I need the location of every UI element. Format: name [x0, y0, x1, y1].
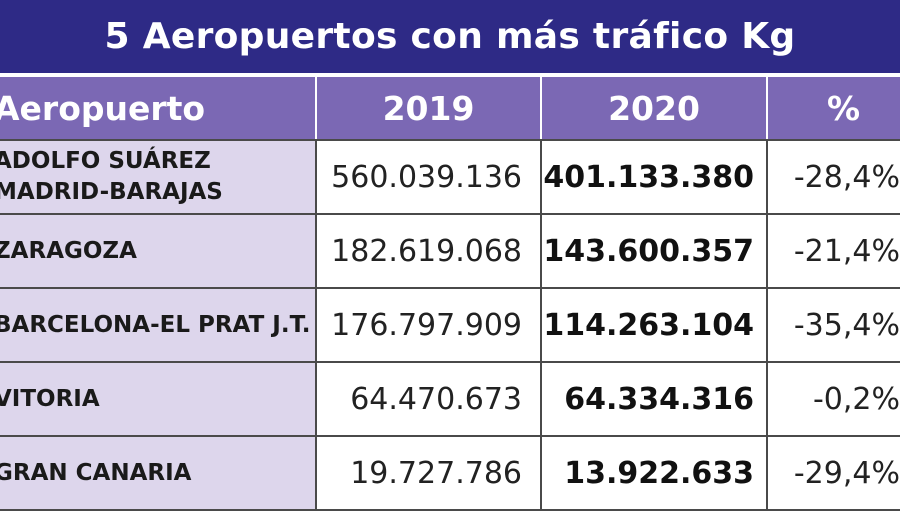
table-header-row: Aeropuerto 2019 2020 % [0, 77, 900, 141]
table-row: BARCELONA-EL PRAT J.T. 176.797.909 114.2… [0, 288, 900, 363]
value-pct: -0,2% [767, 362, 900, 437]
title-bar: 5 Aeropuertos con más tráfico Kg [0, 0, 900, 73]
airport-cell: VITORIA [0, 362, 317, 437]
value-2020: 64.334.316 [541, 362, 768, 437]
table-row: ADOLFO SUÁREZ MADRID-BARAJAS 560.039.136… [0, 140, 900, 215]
airport-name-line1: GRAN CANARIA [0, 459, 192, 486]
airport-cell: ADOLFO SUÁREZ MADRID-BARAJAS [0, 140, 317, 215]
airport-name-line1: ZARAGOZA [0, 237, 137, 264]
table-row: ZARAGOZA 182.619.068 143.600.357 -21,4% [0, 214, 900, 289]
value-2019: 176.797.909 [316, 288, 542, 363]
value-pct: -21,4% [767, 214, 900, 289]
page-title: 5 Aeropuertos con más tráfico Kg [104, 16, 796, 57]
airport-name-line2: MADRID-BARAJAS [0, 179, 223, 205]
header-2019: 2019 [316, 77, 542, 141]
value-pct: -29,4% [767, 436, 900, 511]
value-pct: -35,4% [767, 288, 900, 363]
value-2019: 560.039.136 [316, 140, 542, 215]
value-2019: 182.619.068 [316, 214, 542, 289]
airport-cell: BARCELONA-EL PRAT J.T. [0, 288, 317, 363]
table-row: VITORIA 64.470.673 64.334.316 -0,2% [0, 362, 900, 437]
header-airport: Aeropuerto [0, 77, 317, 141]
value-2020: 114.263.104 [541, 288, 768, 363]
value-2019: 64.470.673 [316, 362, 542, 437]
airport-name-line1: BARCELONA-EL PRAT J.T. [0, 311, 311, 338]
value-2020: 401.133.380 [541, 140, 768, 215]
value-2019: 19.727.786 [316, 436, 542, 511]
airport-name-line1: ADOLFO SUÁREZ [0, 148, 211, 174]
value-2020: 13.922.633 [541, 436, 768, 511]
airport-name-line1: VITORIA [0, 385, 100, 412]
airport-cell: ZARAGOZA [0, 214, 317, 289]
airport-cell: GRAN CANARIA [0, 436, 317, 511]
value-pct: -28,4% [767, 140, 900, 215]
value-2020: 143.600.357 [541, 214, 768, 289]
header-2020: 2020 [541, 77, 768, 141]
table-row: GRAN CANARIA 19.727.786 13.922.633 -29,4… [0, 436, 900, 511]
header-pct: % [767, 77, 900, 141]
airport-traffic-table: Aeropuerto 2019 2020 % ADOLFO SUÁREZ MAD… [0, 77, 900, 511]
title-divider [0, 73, 900, 77]
